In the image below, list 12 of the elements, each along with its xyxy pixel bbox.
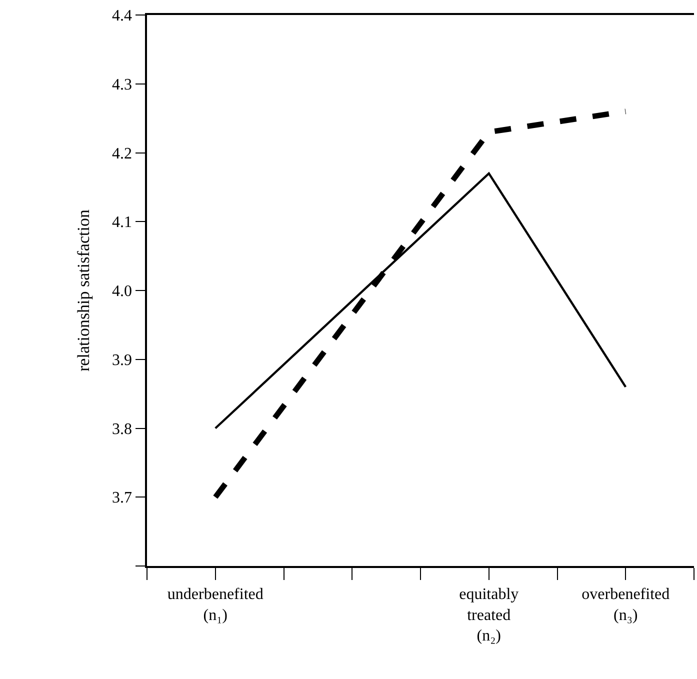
y-axis-title: relationship satisfaction (74, 209, 94, 372)
x-tick-label: overbenefited (n₃) (582, 586, 670, 624)
y-tick-label: 3.8 (112, 420, 132, 438)
y-tick-label: 4.3 (112, 76, 132, 94)
x-tick-label: underbenefited (n₁) (167, 586, 264, 624)
y-tick-label: 3.9 (112, 352, 132, 369)
x-tick-label: equitably treated (n₂) (459, 586, 519, 645)
y-tick-label: 4.2 (112, 145, 132, 162)
y-tick-label: 4.4 (112, 8, 132, 25)
y-tick-label: 4.0 (112, 283, 132, 300)
y-tick-label: 4.1 (112, 214, 132, 232)
y-tick-label: 3.7 (112, 490, 132, 507)
